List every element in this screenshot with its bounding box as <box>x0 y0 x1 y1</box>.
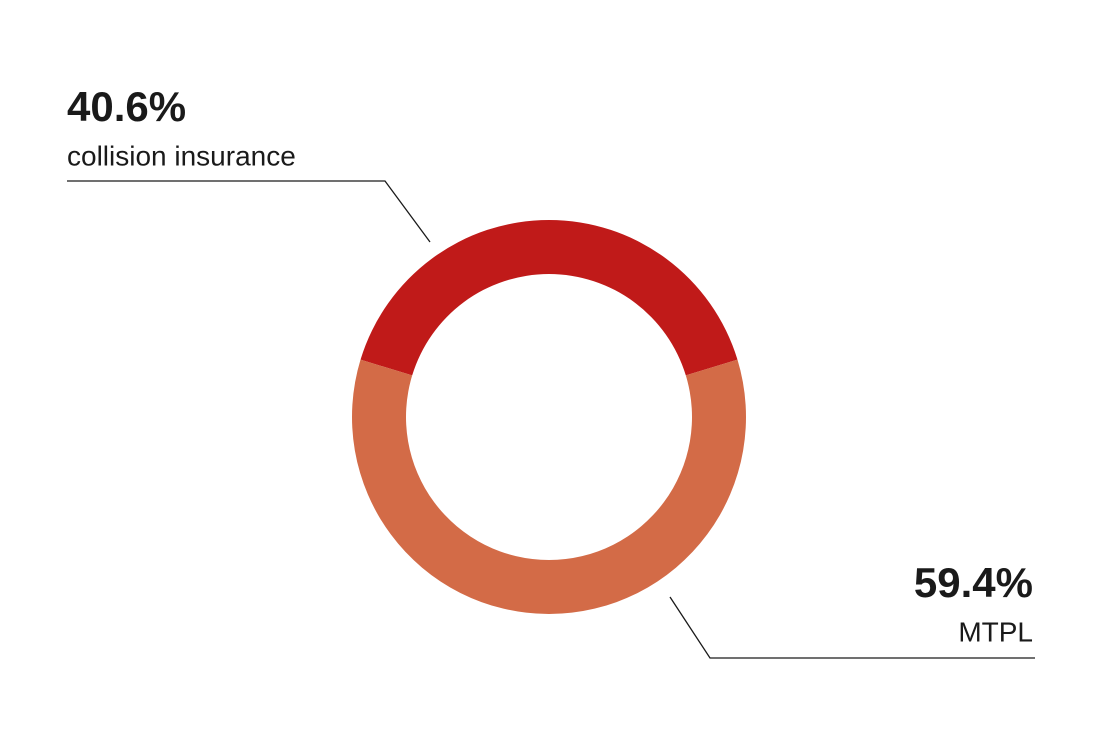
value-label: 59.4% <box>914 559 1033 606</box>
donut-slice <box>352 359 746 614</box>
donut-slice <box>360 219 738 376</box>
category-label: collision insurance <box>67 140 296 171</box>
value-label: 40.6% <box>67 83 186 130</box>
category-label: MTPL <box>958 616 1033 647</box>
leader-line <box>67 180 431 243</box>
leader-line <box>669 596 1035 659</box>
